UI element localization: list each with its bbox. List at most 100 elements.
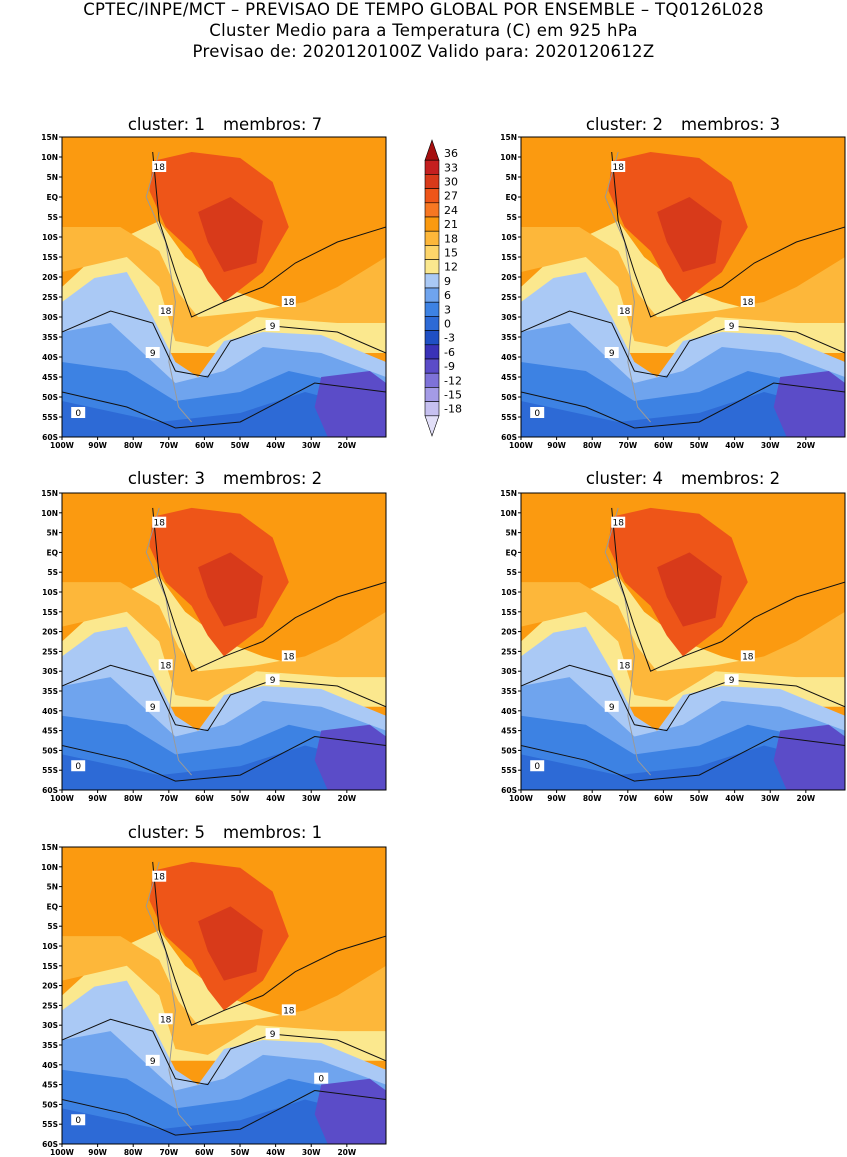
lon-tick-label: 60W <box>195 794 214 803</box>
contour-label-bg <box>152 870 167 882</box>
contour-line <box>62 1089 386 1136</box>
panel-title: cluster: 4 membros: 2 <box>586 469 780 488</box>
coastline <box>604 151 651 423</box>
lon-tick-label: 30W <box>302 441 321 450</box>
lat-tick-label: 15N <box>41 489 58 498</box>
contour-label-bg <box>71 1114 86 1126</box>
colorbar-label: -3 <box>444 332 455 345</box>
lon-tick-label: 50W <box>231 441 250 450</box>
lon-tick-label: 20W <box>796 441 815 450</box>
lat-tick-label: 30S <box>501 313 517 322</box>
colorbar-label: 24 <box>444 204 458 217</box>
field-band <box>62 745 386 790</box>
contour-label: 9 <box>270 322 276 332</box>
contour-line <box>62 382 386 429</box>
field-band <box>521 715 845 790</box>
field-band <box>149 152 289 302</box>
lat-tick-label: 30S <box>42 1021 58 1030</box>
contour-label: 18 <box>619 661 631 671</box>
field-band <box>62 576 386 707</box>
field-band <box>521 323 845 437</box>
lat-tick-label: 55S <box>42 1120 58 1129</box>
contour-label-bg <box>740 296 755 307</box>
contour-line <box>152 151 386 318</box>
lat-tick-label: 10N <box>41 509 58 518</box>
contour-label: 18 <box>160 1015 172 1025</box>
lat-tick-label: 60S <box>501 433 517 442</box>
lon-tick-label: 70W <box>159 441 178 450</box>
colorbar-label: 18 <box>444 232 458 245</box>
contour-label: 0 <box>318 1075 324 1085</box>
lat-tick-label: 10N <box>500 153 517 162</box>
field-band <box>62 1099 386 1144</box>
contour-label: 9 <box>270 1030 276 1040</box>
field-band <box>521 745 845 790</box>
lat-tick-label: 60S <box>42 433 58 442</box>
contour-label: 0 <box>75 762 81 772</box>
members-label: membros: 3 <box>681 115 780 134</box>
contour-label-bg <box>611 516 626 528</box>
contour-line <box>62 664 386 732</box>
field-background <box>521 137 845 437</box>
lon-tick-label: 60W <box>654 794 673 803</box>
field-band <box>521 576 845 707</box>
lat-tick-label: 20S <box>501 273 517 282</box>
contour-label-bg <box>314 1072 329 1084</box>
lon-tick-label: 30W <box>302 1148 321 1157</box>
colorbar-swatch <box>424 301 440 317</box>
contour-label: 9 <box>150 703 156 713</box>
field-band <box>521 221 845 353</box>
lat-tick-label: 20S <box>42 982 58 991</box>
lon-tick-label: 60W <box>654 441 673 450</box>
contour-label-bg <box>617 659 632 671</box>
contour-line <box>62 735 386 782</box>
colorbar-swatch <box>424 174 440 189</box>
field-band <box>62 930 386 1061</box>
lon-tick-label: 80W <box>124 441 143 450</box>
contour-label: 0 <box>75 1116 81 1126</box>
lat-tick-label: 5N <box>506 173 518 182</box>
temperature-field <box>62 137 386 437</box>
lon-tick-label: 40W <box>266 441 285 450</box>
lon-tick-label: 100W <box>50 441 75 450</box>
contour-label: 18 <box>160 307 172 317</box>
lat-tick-label: 10S <box>42 942 58 951</box>
contour-label: 18 <box>153 519 165 529</box>
lon-tick-label: 30W <box>761 794 780 803</box>
colorbar-swatch <box>424 415 440 437</box>
colorbar-label: 6 <box>444 289 451 302</box>
contour-label: 18 <box>160 661 172 671</box>
field-background <box>62 137 386 437</box>
members-label: membros: 7 <box>223 115 322 134</box>
members-label: membros: 2 <box>223 469 322 488</box>
map-frame <box>520 136 846 438</box>
field-band <box>198 906 263 981</box>
colorbar-label: 0 <box>444 318 451 331</box>
contour-label-bg <box>281 1004 296 1016</box>
lon-tick-label: 40W <box>725 441 744 450</box>
lat-tick-label: 55S <box>42 766 58 775</box>
lon-tick-label: 100W <box>50 1148 75 1157</box>
contour-label: 18 <box>153 873 165 883</box>
contour-label-bg <box>740 650 755 662</box>
lat-tick-label: 45S <box>42 373 58 382</box>
lat-tick-label: 25S <box>501 293 517 302</box>
lat-tick-label: 20S <box>42 628 58 637</box>
coastline <box>145 507 192 776</box>
lat-tick-label: 60S <box>42 1140 58 1149</box>
lon-tick-label: 90W <box>88 441 107 450</box>
contour-label-bg <box>265 320 280 331</box>
cluster-label: cluster: 2 <box>586 115 663 134</box>
colorbar-label: -12 <box>444 374 462 387</box>
colorbar-swatch <box>424 216 440 232</box>
lon-tick-label: 80W <box>124 1148 143 1157</box>
field-band <box>314 724 386 790</box>
field-band <box>198 552 263 627</box>
contour-label: 18 <box>612 163 624 173</box>
lat-tick-label: 5S <box>47 568 58 577</box>
lat-tick-label: 50S <box>501 393 517 402</box>
contour-label: 9 <box>609 703 615 713</box>
lon-tick-label: 90W <box>547 441 566 450</box>
lat-tick-label: 30S <box>42 313 58 322</box>
colorbar-swatch <box>424 230 440 246</box>
